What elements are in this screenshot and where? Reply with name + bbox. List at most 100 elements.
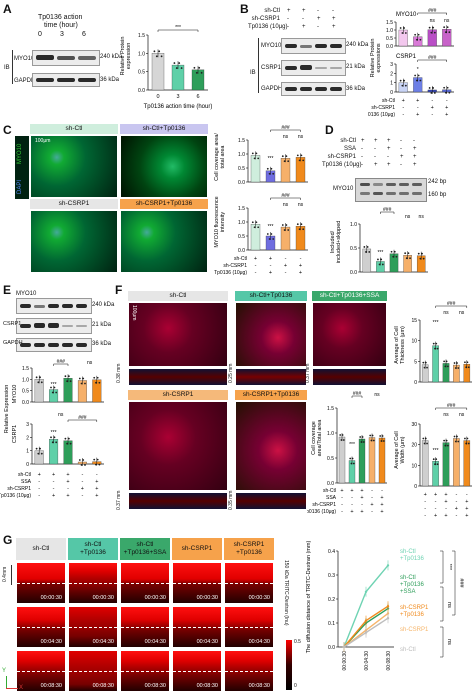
g-xtick-label-2: 00:08:30: [386, 651, 392, 671]
c-top-point-3-2: [300, 154, 303, 157]
d-row-label-3: Tp0136 (10μg): [322, 162, 362, 168]
c-bot-point-0-0: [251, 221, 254, 224]
e-bot-point-0-2: [39, 447, 41, 450]
c-side-dapi: DAPI: [17, 179, 23, 194]
g-time-r0-c4: 00:00:30: [248, 595, 270, 601]
c-x-row-2-mark-1: +: [269, 270, 272, 276]
c-image-shcsrp1-tp0136: [120, 210, 208, 273]
d-ytick-label-2: 1.0: [350, 222, 357, 228]
f-width-x-row-2-mark-4: +: [465, 506, 468, 512]
e-top-point-0-1: [37, 381, 40, 384]
g-point-2-1: [364, 619, 368, 622]
f-depth-2: 0.25 mm: [228, 363, 234, 383]
f-width-x-row-1-mark-2: +: [444, 499, 447, 505]
d-point-3-1: [405, 257, 408, 260]
d-row-3-mark-3: -: [400, 162, 402, 168]
g-scale-bar: [11, 565, 12, 585]
f-cov-ytick-label-0: 0.0: [327, 481, 334, 487]
g-dash-r2-c4: [225, 671, 273, 672]
f-cov-point-1-0: [349, 457, 352, 460]
e-top-point-1-2: [53, 386, 56, 389]
f-cov-sig-bracket: [351, 395, 363, 398]
f-width-x-row-2-mark-3: +: [455, 506, 458, 512]
f-image-shctl: 100μm: [128, 302, 228, 367]
f-width-ytick-label-2: 20: [411, 443, 417, 449]
f-cov-x-row-3-mark-2: +: [360, 509, 363, 515]
b-x-row-label-2: Tp0136 (10μg): [368, 112, 395, 118]
g-image-r2-c1: 00:08:30: [68, 650, 118, 692]
panel-letter-b: B: [240, 2, 249, 16]
e-blot-myo10: [16, 298, 92, 314]
e-top-point-3-2: [82, 377, 85, 380]
f-width-point-1-3: [436, 463, 439, 466]
g-dash-r1-c2: [121, 627, 169, 628]
c-image-shctl-tp0136: [120, 135, 208, 198]
c-top-ns-2: ns: [298, 134, 304, 140]
e-bot-ytick-label-3: 3: [26, 422, 29, 428]
g-legend-0-1: +Tp0136: [400, 556, 425, 562]
e-bot-sig-bracket: [67, 419, 98, 422]
g-image-r0-c3: 00:00:30: [172, 562, 222, 604]
g-time-r0-c3: 00:00:30: [196, 595, 218, 601]
a-blot-gapdh: [32, 73, 100, 87]
g-sig-1: ###: [458, 578, 464, 588]
a-time-0: 0: [38, 31, 42, 38]
f-width-x-row-0-mark-2: +: [444, 492, 447, 498]
g-time-r0-c0: 00:00:30: [40, 595, 62, 601]
c-bot-point-2-2: [285, 224, 288, 226]
e-top-ytick-label-1: 0.5: [22, 389, 29, 395]
c-bot-point-0-3: [257, 226, 260, 229]
e-bot-point-1-1: [51, 441, 54, 444]
e-top-ns: ns: [87, 360, 93, 366]
g-image-r0-c2: 00:00:30: [120, 562, 170, 604]
g-point-0-2: [386, 564, 390, 567]
f-width-bar-0: [421, 440, 429, 487]
f-width-ytick-label-3: 30: [411, 422, 417, 428]
f-cov-x-row-2-mark-2: -: [361, 502, 363, 508]
d-row-2-mark-4: +: [413, 154, 417, 160]
g-dash-r0-c0: [17, 583, 65, 584]
b-row-1-mark-2: +: [317, 16, 321, 22]
f-width-point-3-3: [457, 440, 460, 443]
d-gel: [355, 178, 427, 202]
g-ytick-label-3: 0.3: [328, 573, 335, 579]
f-thick-sig-bracket: [435, 305, 468, 308]
f-width-point-2-3: [446, 444, 449, 447]
f-zstack-shctl-tp0136-ssa: [312, 368, 387, 386]
a-point-0-2: [158, 50, 161, 53]
b-bot-ytick-label-0: 0: [390, 90, 393, 96]
g-point-4-2: [386, 617, 390, 620]
d-point-1-0: [377, 258, 379, 261]
f-cov-x-row-1-mark-4: +: [380, 495, 383, 501]
c-bot-point-0-2: [255, 221, 258, 224]
f-thick-point-4-3: [467, 366, 470, 369]
e-x-row-1-mark-4: +: [95, 479, 98, 485]
f-cov-x-row-3-mark-3: -: [371, 509, 373, 515]
f-cov-bar-3: [368, 437, 376, 484]
b-bot-point-3-3: [448, 91, 451, 94]
g-time-r2-c4: 00:08:30: [248, 683, 270, 689]
g-axis-x-line: [6, 688, 18, 689]
f-thick-bar-1: [432, 345, 439, 383]
f-width-bar-3: [453, 438, 460, 487]
b-row-0-mark-3: -: [332, 8, 334, 14]
g-image-r1-c1: 00:04:30: [68, 606, 118, 648]
c-bot-point-1-3: [272, 238, 275, 240]
e-bot-ytick-label-1: 1: [26, 449, 29, 455]
f-width-ns-2: ns: [459, 412, 465, 418]
a-point-2-2: [198, 66, 201, 69]
g-ytick-label-4: 0.4: [328, 549, 335, 555]
f-depth-3: 0.37 mm: [305, 363, 311, 383]
b-x-row-1-mark-0: -: [402, 105, 404, 111]
c-top-point-2-2: [285, 155, 288, 158]
f-cov-ylabel-0: Cell coverage: [311, 421, 317, 455]
b-bot-point-0-3: [404, 84, 407, 87]
b-row-2-mark-1: +: [302, 24, 306, 30]
b-row-label-2: Tp0136 (10μg): [248, 24, 288, 30]
a-chart: Relative Protein expression 0.0 0.5 1.0 1.5 **…: [120, 25, 212, 110]
c-top-sig-label: ###: [281, 125, 290, 131]
d-row-0-mark-1: +: [374, 138, 378, 144]
b-bot-point-0-1: [401, 84, 404, 87]
c-x-row-0-mark-1: +: [269, 256, 272, 262]
g-ytick-label-2: 0.2: [328, 597, 335, 603]
